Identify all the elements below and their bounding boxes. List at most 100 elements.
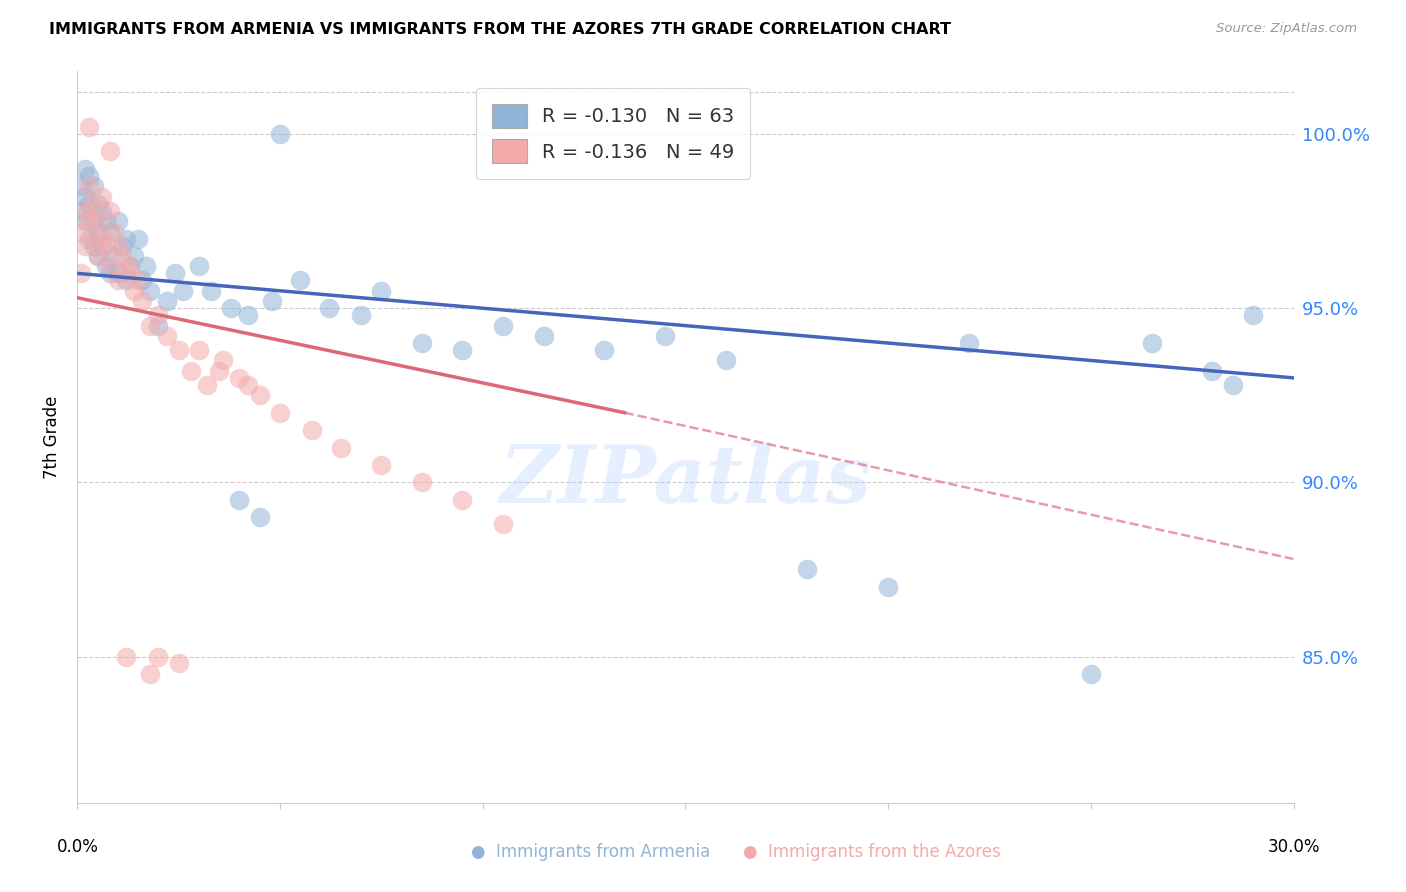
Point (148, 308, 170, 322)
Point (90, 231, 112, 245)
Point (79, 169, 101, 183)
Point (188, 343, 211, 357)
Point (370, 458, 392, 472)
Point (79, 120, 101, 134)
Point (103, 225, 125, 239)
Point (83, 238, 105, 252)
Point (957, 336, 980, 351)
Point (70, 203, 93, 218)
Point (208, 364, 231, 378)
Y-axis label: 7th Grade: 7th Grade (42, 395, 60, 479)
Point (107, 273, 129, 287)
Point (90, 203, 112, 218)
Point (1140, 336, 1163, 351)
Point (115, 266, 138, 280)
Point (98, 266, 121, 280)
Point (107, 214, 129, 228)
Point (86, 249, 108, 263)
Point (94, 214, 117, 228)
Point (290, 273, 312, 287)
Point (249, 510, 271, 524)
Point (411, 336, 433, 351)
Text: Source: ZipAtlas.com: Source: ZipAtlas.com (1216, 22, 1357, 36)
Point (131, 273, 153, 287)
Point (180, 364, 202, 378)
Point (79, 196, 101, 211)
Point (83, 214, 105, 228)
Point (167, 343, 190, 357)
Text: 30.0%: 30.0% (1267, 838, 1320, 855)
Point (195, 377, 218, 392)
Point (301, 423, 323, 437)
Point (318, 301, 340, 316)
Point (350, 308, 373, 322)
Point (139, 284, 162, 298)
Point (94, 238, 117, 252)
Point (155, 329, 177, 343)
Point (411, 475, 433, 490)
Point (94, 260, 117, 274)
Point (148, 649, 170, 664)
Point (103, 249, 125, 263)
Point (1201, 364, 1223, 378)
Point (370, 284, 392, 298)
Point (796, 562, 818, 576)
Point (70, 179, 93, 194)
Point (269, 406, 291, 420)
Point (451, 492, 474, 507)
Point (75, 214, 97, 228)
Point (122, 249, 145, 263)
Point (1080, 667, 1102, 681)
Point (75, 161, 97, 176)
Point (593, 343, 616, 357)
Point (118, 260, 141, 274)
Text: IMMIGRANTS FROM ARMENIA VS IMMIGRANTS FROM THE AZORES 7TH GRADE CORRELATION CHAR: IMMIGRANTS FROM ARMENIA VS IMMIGRANTS FR… (49, 22, 952, 37)
Text: ●  Immigrants from Armenia: ● Immigrants from Armenia (471, 843, 710, 861)
Point (79, 214, 101, 228)
Point (492, 318, 515, 333)
Legend: R = -0.130   N = 63, R = -0.136   N = 49: R = -0.130 N = 63, R = -0.136 N = 49 (477, 88, 751, 178)
Point (1222, 377, 1244, 392)
Point (86, 249, 108, 263)
Point (111, 238, 134, 252)
Point (249, 388, 271, 402)
Point (1241, 308, 1264, 322)
Point (75, 203, 97, 218)
Point (86, 225, 108, 239)
Point (90, 190, 112, 204)
Point (167, 657, 190, 671)
Point (260, 294, 283, 309)
Point (115, 649, 138, 664)
Point (451, 343, 474, 357)
Point (135, 260, 157, 274)
Point (86, 196, 108, 211)
Point (79, 179, 101, 194)
Point (127, 231, 149, 245)
Point (98, 225, 121, 239)
Point (172, 284, 194, 298)
Point (139, 318, 162, 333)
Point (163, 266, 186, 280)
Point (329, 441, 352, 455)
Point (90, 238, 112, 252)
Point (127, 273, 149, 287)
Point (148, 318, 170, 333)
Point (75, 190, 97, 204)
Point (86, 214, 108, 228)
Point (228, 371, 250, 385)
Point (654, 329, 676, 343)
Point (492, 517, 515, 532)
Point (236, 308, 259, 322)
Point (111, 249, 134, 263)
Point (83, 179, 105, 194)
Point (236, 377, 259, 392)
Point (98, 260, 121, 274)
Point (83, 196, 105, 211)
Point (107, 266, 129, 280)
Point (533, 329, 555, 343)
Point (107, 238, 129, 252)
Point (98, 145, 121, 159)
Point (714, 353, 737, 368)
Text: 0.0%: 0.0% (56, 838, 98, 855)
Point (212, 353, 235, 368)
